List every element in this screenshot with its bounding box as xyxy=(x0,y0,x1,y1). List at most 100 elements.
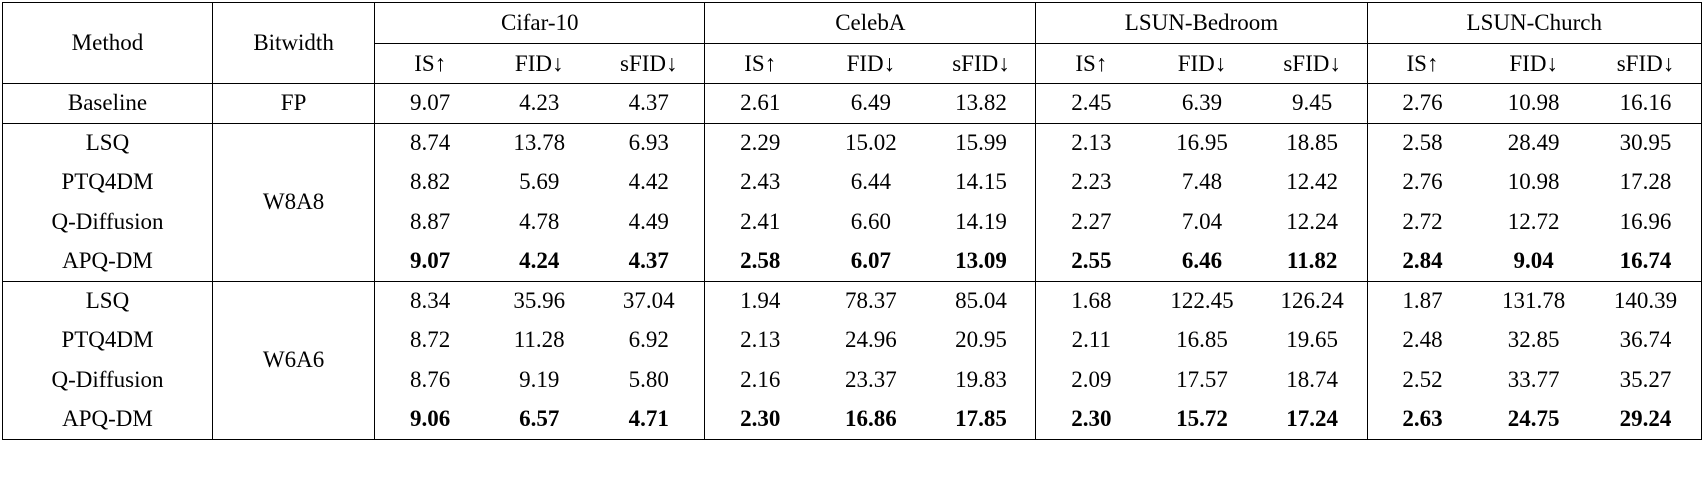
value-cell: 9.07 xyxy=(374,241,486,281)
value-cell: 35.27 xyxy=(1589,360,1702,400)
value-cell: 24.96 xyxy=(844,327,897,353)
value-cell: 23.37 xyxy=(844,366,897,392)
value-cell: 30.95 xyxy=(1589,122,1702,163)
header-dataset-lsun-church: LSUN-Church xyxy=(1366,2,1703,44)
method-cell: APQ-DM xyxy=(2,399,213,440)
table-row: LSQ W8A8 8.74 13.78 6.93 2.29 15.02 15.99 2.13 16… xyxy=(2,122,1702,281)
value-cell: 12.24 xyxy=(1286,208,1338,234)
value-cell: 2.27 xyxy=(1035,202,1147,242)
value-cell: 16.85 xyxy=(1176,327,1228,353)
value-cell: 8.72 xyxy=(374,320,486,360)
value-cell: 2.23 xyxy=(1035,162,1147,202)
value-cell: 5.80 xyxy=(628,366,669,392)
value-cell: 2.52 xyxy=(1366,360,1478,400)
value-cell: 16.95 xyxy=(1146,122,1258,163)
bitwidth-cell: FP xyxy=(211,83,375,123)
value-cell: 2.76 xyxy=(1366,162,1478,202)
value-cell: 7.48 xyxy=(1181,169,1223,195)
header-dataset-celeba: CelebA xyxy=(704,2,1036,44)
value-cell: 6.46 xyxy=(1181,248,1223,273)
method-cell: LSQ xyxy=(2,122,213,163)
value-cell: 15.02 xyxy=(815,122,927,163)
table-row: LSQ W6A6 8.34 35.96 37.04 1.94 78.37 85.04 1.68 1… xyxy=(2,280,1702,440)
value-cell: 9.19 xyxy=(519,366,560,392)
value-cell: 13.09 xyxy=(955,248,1007,273)
value-cell: 17.85 xyxy=(926,399,1036,440)
value-cell: 6.93 xyxy=(593,122,705,163)
method-cell: Q-Diffusion xyxy=(2,360,213,400)
header-bitwidth: Bitwidth xyxy=(211,2,375,84)
value-cell: 6.39 xyxy=(1146,83,1258,123)
table-row: Q-Diffusion 8.76 9.19 5.80 2.16 23.37 19.83 2.0… xyxy=(2,360,1702,400)
value-cell: 17.28 xyxy=(1589,162,1702,202)
table-row: PTQ4DM 8.72 11.28 6.92 2.13 24.96 20.95 2.11 16.… xyxy=(2,320,1702,360)
method-cell: Baseline xyxy=(2,83,213,123)
value-cell: 2.58 xyxy=(704,241,816,281)
metric-header-celeba-is: IS↑ xyxy=(704,43,816,84)
value-cell: 16.16 xyxy=(1589,83,1702,123)
method-cell: APQ-DM xyxy=(2,241,213,281)
value-cell: 4.23 xyxy=(485,83,594,123)
value-cell: 14.19 xyxy=(955,208,1007,234)
value-cell: 2.76 xyxy=(1366,83,1478,123)
value-cell: 2.58 xyxy=(1366,122,1478,163)
value-cell: 131.78 xyxy=(1477,280,1590,321)
metric-header-celeba-fid: FID↓ xyxy=(815,43,927,84)
value-cell: 8.87 xyxy=(374,202,486,242)
value-cell: 32.85 xyxy=(1507,327,1560,353)
value-cell: 9.04 xyxy=(1513,248,1554,273)
value-cell: 2.63 xyxy=(1366,399,1478,440)
value-cell: 2.30 xyxy=(704,399,816,440)
value-cell: 6.07 xyxy=(850,248,891,273)
value-cell: 10.98 xyxy=(1507,169,1560,195)
bitwidth-cell: W8A8 xyxy=(211,122,375,281)
value-cell: 13.82 xyxy=(926,83,1036,123)
method-cell: LSQ xyxy=(2,280,213,321)
value-cell: 16.96 xyxy=(1589,202,1702,242)
value-cell: 6.44 xyxy=(850,169,891,195)
method-cell: PTQ4DM xyxy=(2,320,213,360)
metric-header-lsun-church-fid: FID↓ xyxy=(1477,43,1590,84)
value-cell: 29.24 xyxy=(1589,399,1702,440)
table-row: PTQ4DM 8.82 5.69 4.42 2.43 6.44 14.15 2.23 7.48 1… xyxy=(2,162,1702,202)
value-cell: 8.74 xyxy=(374,122,486,163)
value-cell: 2.13 xyxy=(704,320,816,360)
value-cell: 15.72 xyxy=(1146,399,1258,440)
bitwidth-cell: W6A6 xyxy=(211,280,375,440)
value-cell: 2.29 xyxy=(704,122,816,163)
value-cell: 20.95 xyxy=(955,327,1007,353)
table-row: Q-Diffusion 8.87 4.78 4.49 2.41 6.60 14.19 2.27… xyxy=(2,202,1702,242)
value-cell: 2.30 xyxy=(1035,399,1147,440)
value-cell: 9.06 xyxy=(374,399,486,440)
value-cell: 2.55 xyxy=(1035,241,1147,281)
value-cell: 122.45 xyxy=(1146,280,1258,321)
value-cell: 17.24 xyxy=(1257,399,1368,440)
metric-header-celeba-sfid: sFID↓ xyxy=(926,43,1036,84)
method-cell: Q-Diffusion xyxy=(2,202,213,242)
value-cell: 126.24 xyxy=(1257,280,1368,321)
value-cell: 6.92 xyxy=(628,327,669,353)
value-cell: 2.84 xyxy=(1366,241,1478,281)
value-cell: 2.61 xyxy=(704,83,816,123)
value-cell: 11.82 xyxy=(1286,248,1338,273)
value-cell: 1.87 xyxy=(1366,280,1478,321)
value-cell: 28.49 xyxy=(1477,122,1590,163)
metric-header-cifar10-is: IS↑ xyxy=(374,43,486,84)
value-cell: 4.71 xyxy=(593,399,705,440)
header-method: Method xyxy=(2,2,213,84)
value-cell: 1.94 xyxy=(704,280,816,321)
value-cell: 2.11 xyxy=(1035,320,1147,360)
value-cell: 7.04 xyxy=(1181,208,1223,234)
value-cell: 19.65 xyxy=(1286,327,1338,353)
value-cell: 78.37 xyxy=(815,280,927,321)
value-cell: 140.39 xyxy=(1589,280,1702,321)
metric-header-cifar10-fid: FID↓ xyxy=(485,43,594,84)
value-cell: 18.74 xyxy=(1286,366,1338,392)
metric-header-lsun-church-is: IS↑ xyxy=(1366,43,1478,84)
value-cell: 17.57 xyxy=(1176,366,1228,392)
value-cell: 18.85 xyxy=(1257,122,1368,163)
value-cell: 1.68 xyxy=(1035,280,1147,321)
metric-header-lsun-bedroom-is: IS↑ xyxy=(1035,43,1147,84)
header-dataset-lsun-bedroom: LSUN-Bedroom xyxy=(1035,2,1368,44)
value-cell: 12.72 xyxy=(1507,208,1560,234)
